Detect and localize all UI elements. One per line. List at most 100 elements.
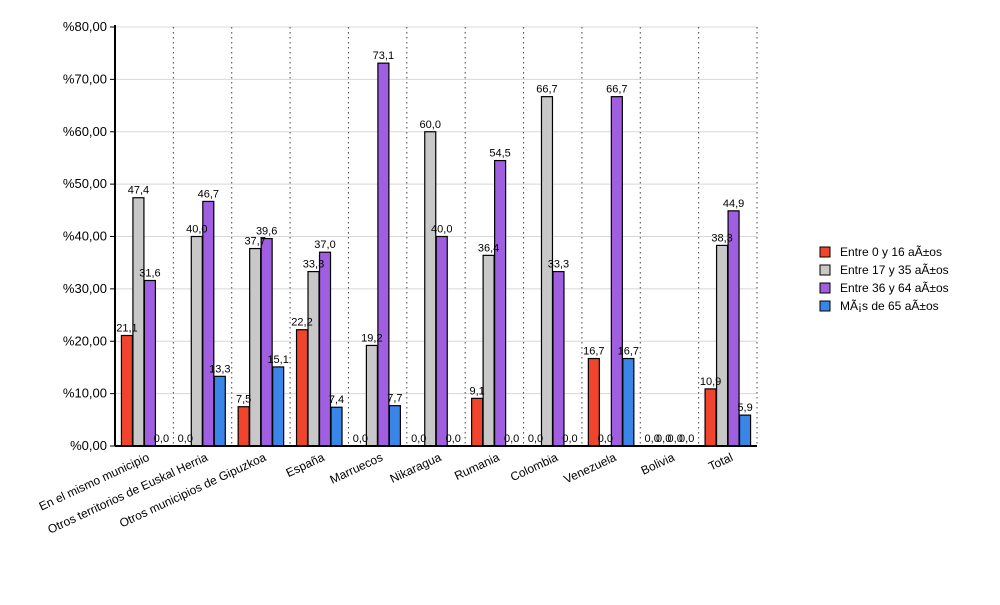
data-label: 13,3 xyxy=(209,363,230,375)
y-tick-label: %70,00 xyxy=(63,71,107,86)
data-label: 33,3 xyxy=(303,259,324,271)
data-label: 16,7 xyxy=(618,346,639,358)
bar xyxy=(540,96,554,447)
legend-swatch xyxy=(819,264,831,276)
y-tick-label: %40,00 xyxy=(63,229,107,244)
data-label: 0,0 xyxy=(645,433,660,445)
data-label: 19,2 xyxy=(361,332,382,344)
data-label: 37,0 xyxy=(314,239,335,251)
legend-label: Entre 0 y 16 aÃ±os xyxy=(840,245,942,259)
legend-label: Entre 36 y 64 aÃ±os xyxy=(840,281,949,295)
bar xyxy=(610,96,623,447)
data-label: 44,9 xyxy=(723,198,744,210)
x-tick-label: Total xyxy=(706,450,735,473)
y-tick-label: %20,00 xyxy=(63,333,107,348)
bar xyxy=(704,388,717,447)
legend-label: Entre 17 y 35 aÃ±os xyxy=(840,263,949,277)
bar xyxy=(120,334,134,447)
bar xyxy=(190,235,203,447)
bar xyxy=(377,62,390,447)
bar xyxy=(249,247,262,447)
data-label: 0,0 xyxy=(353,433,368,445)
bar xyxy=(388,405,401,447)
data-label: 46,7 xyxy=(198,188,219,200)
data-label-layer: 21,147,431,60,0 0,040,046,713,37,537,739,… xyxy=(116,50,752,445)
data-label: 0,0 xyxy=(668,433,683,445)
data-label: 0,0 xyxy=(154,433,169,445)
bar xyxy=(424,131,437,447)
legend-label: MÃ¡s de 65 aÃ±os xyxy=(840,299,939,313)
data-label: 60,0 xyxy=(420,119,441,131)
bar xyxy=(365,344,378,447)
data-label: 33,3 xyxy=(548,259,569,271)
data-label: 7,4 xyxy=(329,394,344,406)
y-tick-label: %60,00 xyxy=(63,124,107,139)
data-label: 0,0 xyxy=(679,433,694,445)
bar xyxy=(237,406,250,447)
data-label: 22,2 xyxy=(291,317,312,329)
data-label: 15,1 xyxy=(267,354,288,366)
data-label: 66,7 xyxy=(536,84,557,96)
bar xyxy=(202,200,215,447)
data-label: 0,0 xyxy=(504,433,519,445)
x-tick-label: Colombia xyxy=(508,450,560,484)
bar xyxy=(295,329,309,447)
data-label: 47,4 xyxy=(128,185,149,197)
legend-swatch xyxy=(819,282,831,294)
y-tick-label: %10,00 xyxy=(63,386,107,401)
data-label: 36,4 xyxy=(478,242,499,254)
y-tick-label: %80,00 xyxy=(63,19,107,34)
data-label: 0,0 xyxy=(528,433,543,445)
bar xyxy=(552,270,565,447)
data-label: 0,0 xyxy=(446,433,461,445)
data-label: 7,7 xyxy=(387,393,402,405)
bar xyxy=(482,254,495,447)
x-tick-label: España xyxy=(284,450,327,480)
x-tick-label: Nikaragua xyxy=(388,450,444,486)
x-tick-label: Marruecos xyxy=(328,450,385,487)
data-label: 37,7 xyxy=(244,236,265,248)
data-label: 21,1 xyxy=(116,322,137,334)
data-label: 66,7 xyxy=(606,84,627,96)
data-label: 38,3 xyxy=(711,232,732,244)
bar xyxy=(213,375,226,447)
data-label: 0,0 xyxy=(656,433,671,445)
bar xyxy=(715,244,729,447)
bar xyxy=(260,237,273,447)
x-tick-label: Rumania xyxy=(452,450,502,483)
data-label: 0,0 xyxy=(562,433,577,445)
x-tick-label: Venezuela xyxy=(562,450,619,487)
y-tick-label: %50,00 xyxy=(63,176,107,191)
data-label: 10,9 xyxy=(700,376,721,388)
bar xyxy=(318,251,332,447)
bar xyxy=(622,357,635,447)
y-tick-label: %30,00 xyxy=(63,281,107,296)
legend-swatch xyxy=(819,246,831,258)
bar xyxy=(143,279,157,447)
y-tick-label: %0,00 xyxy=(70,438,107,453)
bar xyxy=(272,366,285,447)
bar xyxy=(435,235,448,447)
data-label: 40,0 xyxy=(431,224,452,236)
bar xyxy=(307,270,320,447)
data-label: 31,6 xyxy=(139,267,160,279)
legend: Entre 0 y 16 aÃ±os Entre 17 y 35 aÃ±os Ent… xyxy=(819,245,949,313)
data-label: 39,6 xyxy=(256,226,277,238)
x-tick-label: Bolivia xyxy=(639,450,677,478)
data-label: 7,5 xyxy=(236,394,251,406)
bar xyxy=(494,159,507,447)
data-label: 16,7 xyxy=(583,346,604,358)
data-label: 40,0 xyxy=(186,224,207,236)
bar xyxy=(738,414,752,447)
legend-swatch xyxy=(819,300,831,312)
data-label: 0,0 xyxy=(178,433,193,445)
bar xyxy=(330,406,343,447)
data-label: 5,9 xyxy=(737,402,752,414)
bar xyxy=(471,397,484,447)
data-label: 73,1 xyxy=(373,50,394,62)
data-label: 0,0 xyxy=(411,433,426,445)
data-label: 9,1 xyxy=(469,385,484,397)
data-label: 0,0 xyxy=(598,433,613,445)
